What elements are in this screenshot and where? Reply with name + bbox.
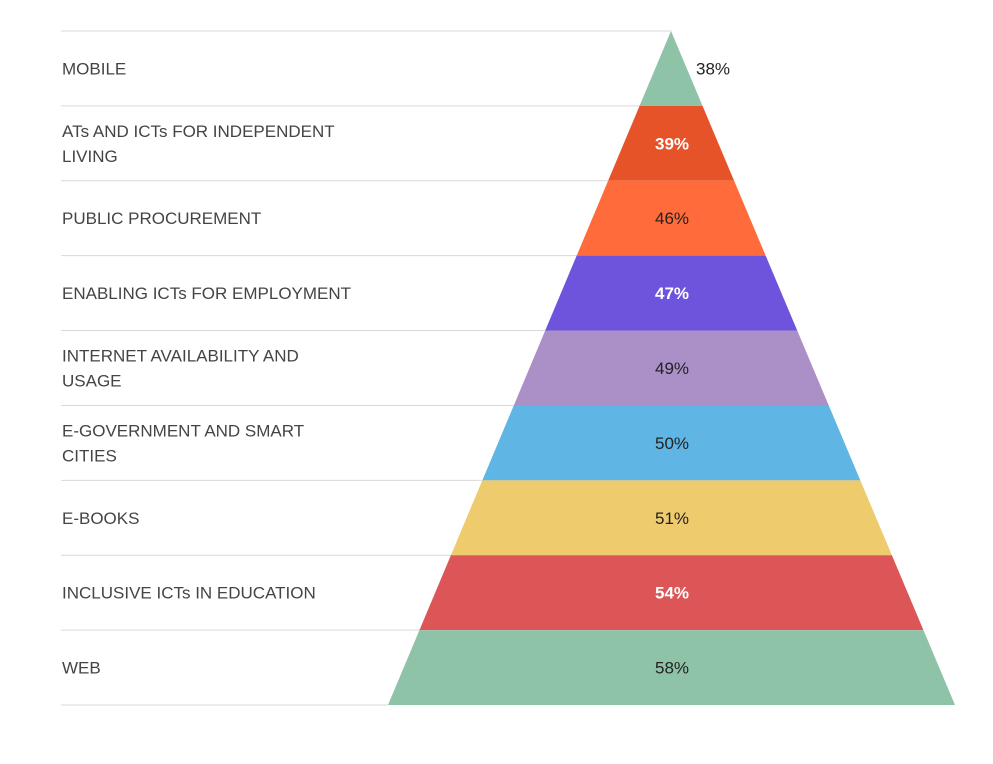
category-label: E-BOOKS bbox=[62, 509, 139, 528]
pyramid-segment bbox=[450, 480, 892, 556]
category-label: INTERNET AVAILABILITY AND USAGE bbox=[62, 347, 299, 391]
pyramid-segment bbox=[419, 555, 924, 631]
category-label: ATs AND ICTs FOR INDEPENDENT LIVING bbox=[62, 122, 335, 166]
pyramid-segment bbox=[639, 31, 703, 106]
value-label: 38% bbox=[696, 59, 730, 78]
category-label: WEB bbox=[62, 659, 101, 678]
category-label: ENABLING ICTs FOR EMPLOYMENT bbox=[62, 284, 351, 303]
pyramid-segments bbox=[388, 31, 955, 705]
pyramid-segment bbox=[482, 405, 861, 481]
category-labels: MOBILE ATs AND ICTs FOR INDEPENDENT LIVING… bbox=[62, 59, 351, 677]
pyramid-segment bbox=[513, 330, 829, 406]
category-label: MOBILE bbox=[62, 59, 126, 78]
category-label: E-GOVERNMENT AND SMART CITIES bbox=[62, 421, 304, 465]
pyramid-segment bbox=[576, 180, 766, 256]
category-label: PUBLIC PROCUREMENT bbox=[62, 209, 261, 228]
value-label: 51% bbox=[655, 509, 689, 528]
value-label: 39% bbox=[655, 134, 689, 153]
row-separators bbox=[61, 30, 671, 706]
pyramid-segment bbox=[608, 105, 735, 181]
value-label: 46% bbox=[655, 209, 689, 228]
value-labels: 38% 39% 46% 47% 49% 50% 51% 54% 58% bbox=[655, 59, 730, 677]
category-label: INCLUSIVE ICTs IN EDUCATION bbox=[62, 584, 316, 603]
value-label: 58% bbox=[655, 659, 689, 678]
value-label: 54% bbox=[655, 584, 689, 603]
value-label: 47% bbox=[655, 284, 689, 303]
pyramid-segment bbox=[545, 255, 798, 331]
value-label: 49% bbox=[655, 359, 689, 378]
pyramid-segment bbox=[388, 630, 955, 705]
value-label: 50% bbox=[655, 434, 689, 453]
